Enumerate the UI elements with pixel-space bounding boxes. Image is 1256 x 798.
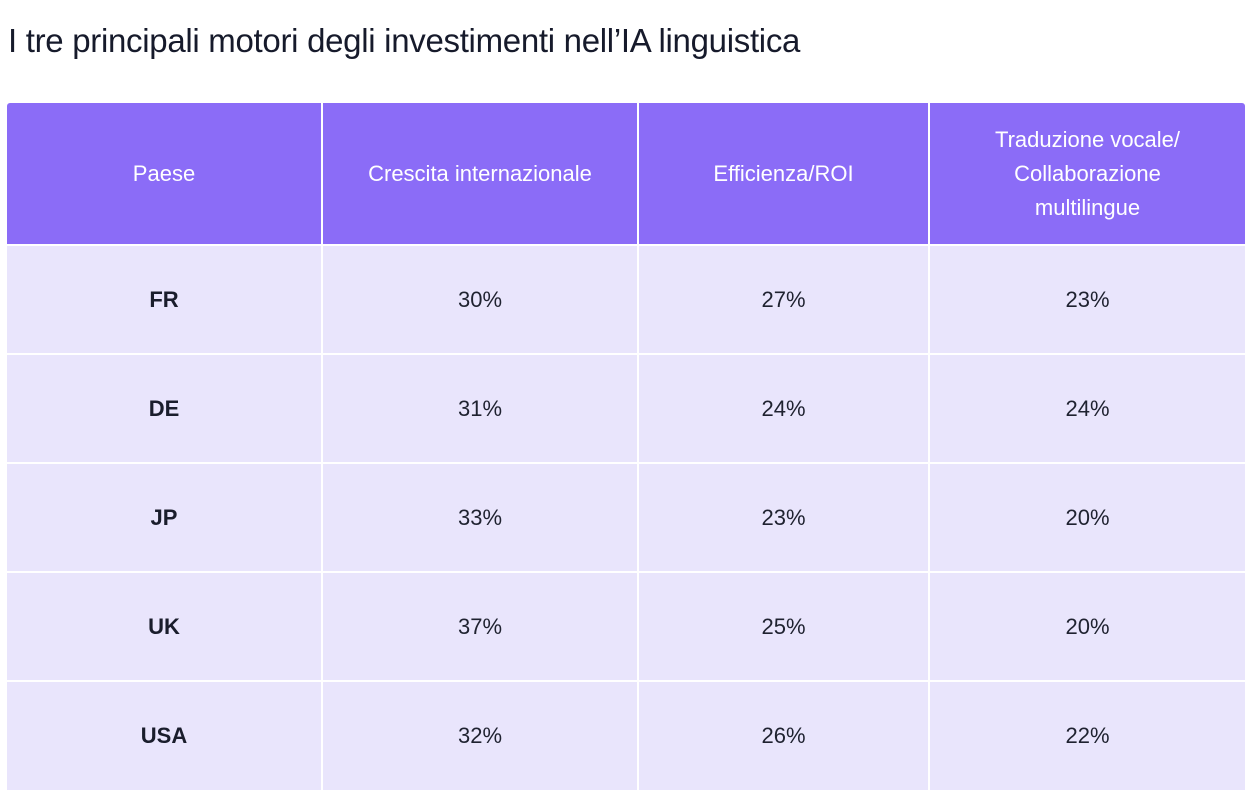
header-row: Paese Crescita internazionale Efficienza…: [7, 103, 1245, 245]
investment-drivers-table: Paese Crescita internazionale Efficienza…: [7, 103, 1245, 790]
table-row: DE 31% 24% 24%: [7, 353, 1245, 463]
value-cell: 33%: [322, 462, 639, 572]
column-header-international-growth: Crescita internazionale: [322, 103, 639, 245]
value-cell: 20%: [929, 462, 1245, 572]
value-cell: 27%: [638, 244, 930, 354]
table-row: JP 33% 23% 20%: [7, 462, 1245, 572]
value-cell: 37%: [322, 571, 639, 681]
value-cell: 24%: [638, 353, 930, 463]
country-cell: DE: [7, 353, 323, 463]
value-cell: 23%: [638, 462, 930, 572]
column-header-voice-translation: Traduzione vocale/ Collaborazione multil…: [929, 103, 1245, 245]
column-header-country: Paese: [7, 103, 323, 245]
value-cell: 20%: [929, 571, 1245, 681]
column-header-efficiency-roi: Efficienza/ROI: [638, 103, 930, 245]
data-table: Paese Crescita internazionale Efficienza…: [7, 103, 1245, 790]
page-title: I tre principali motori degli investimen…: [8, 22, 801, 59]
table-row: UK 37% 25% 20%: [7, 571, 1245, 681]
country-cell: JP: [7, 462, 323, 572]
value-cell: 31%: [322, 353, 639, 463]
country-cell: UK: [7, 571, 323, 681]
table-row: USA 32% 26% 22%: [7, 680, 1245, 790]
value-cell: 26%: [638, 680, 930, 790]
country-cell: FR: [7, 244, 323, 354]
value-cell: 24%: [929, 353, 1245, 463]
value-cell: 30%: [322, 244, 639, 354]
value-cell: 22%: [929, 680, 1245, 790]
value-cell: 25%: [638, 571, 930, 681]
table-row: FR 30% 27% 23%: [7, 244, 1245, 354]
value-cell: 32%: [322, 680, 639, 790]
value-cell: 23%: [929, 244, 1245, 354]
country-cell: USA: [7, 680, 323, 790]
